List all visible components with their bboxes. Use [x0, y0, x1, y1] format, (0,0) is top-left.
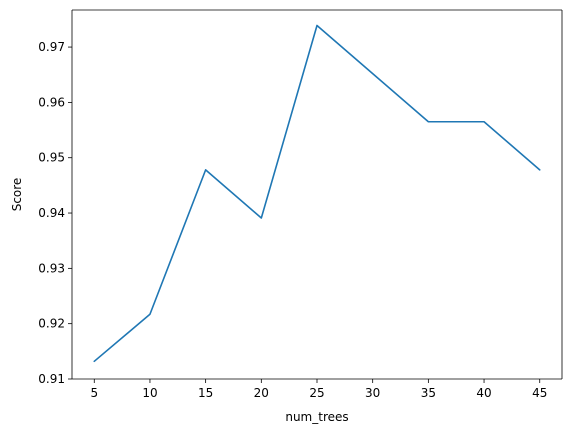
- x-tick-label: 30: [365, 386, 380, 400]
- x-axis-label: num_trees: [285, 410, 348, 424]
- y-axis-label: Score: [10, 178, 24, 212]
- x-tick-label: 5: [90, 386, 98, 400]
- x-tick-label: 40: [476, 386, 491, 400]
- series-line: [94, 25, 539, 361]
- y-tick-label: 0.92: [38, 317, 65, 331]
- series-layer: [94, 25, 539, 361]
- x-axis-ticks: 5 10 15 20 25 30 35 40 45: [90, 379, 547, 400]
- x-tick-label: 10: [142, 386, 157, 400]
- x-tick-label: 35: [421, 386, 436, 400]
- y-tick-label: 0.94: [38, 206, 65, 220]
- x-tick-label: 25: [309, 386, 324, 400]
- y-tick-label: 0.96: [38, 95, 65, 109]
- x-tick-label: 15: [198, 386, 213, 400]
- y-axis-ticks: 0.91 0.92 0.93 0.94 0.95 0.96 0.97: [38, 40, 72, 386]
- x-tick-label: 45: [532, 386, 547, 400]
- x-tick-label: 20: [254, 386, 269, 400]
- y-tick-label: 0.95: [38, 151, 65, 165]
- y-tick-label: 0.91: [38, 372, 65, 386]
- y-tick-label: 0.93: [38, 261, 65, 275]
- y-tick-label: 0.97: [38, 40, 65, 54]
- axes-frame: [72, 10, 562, 379]
